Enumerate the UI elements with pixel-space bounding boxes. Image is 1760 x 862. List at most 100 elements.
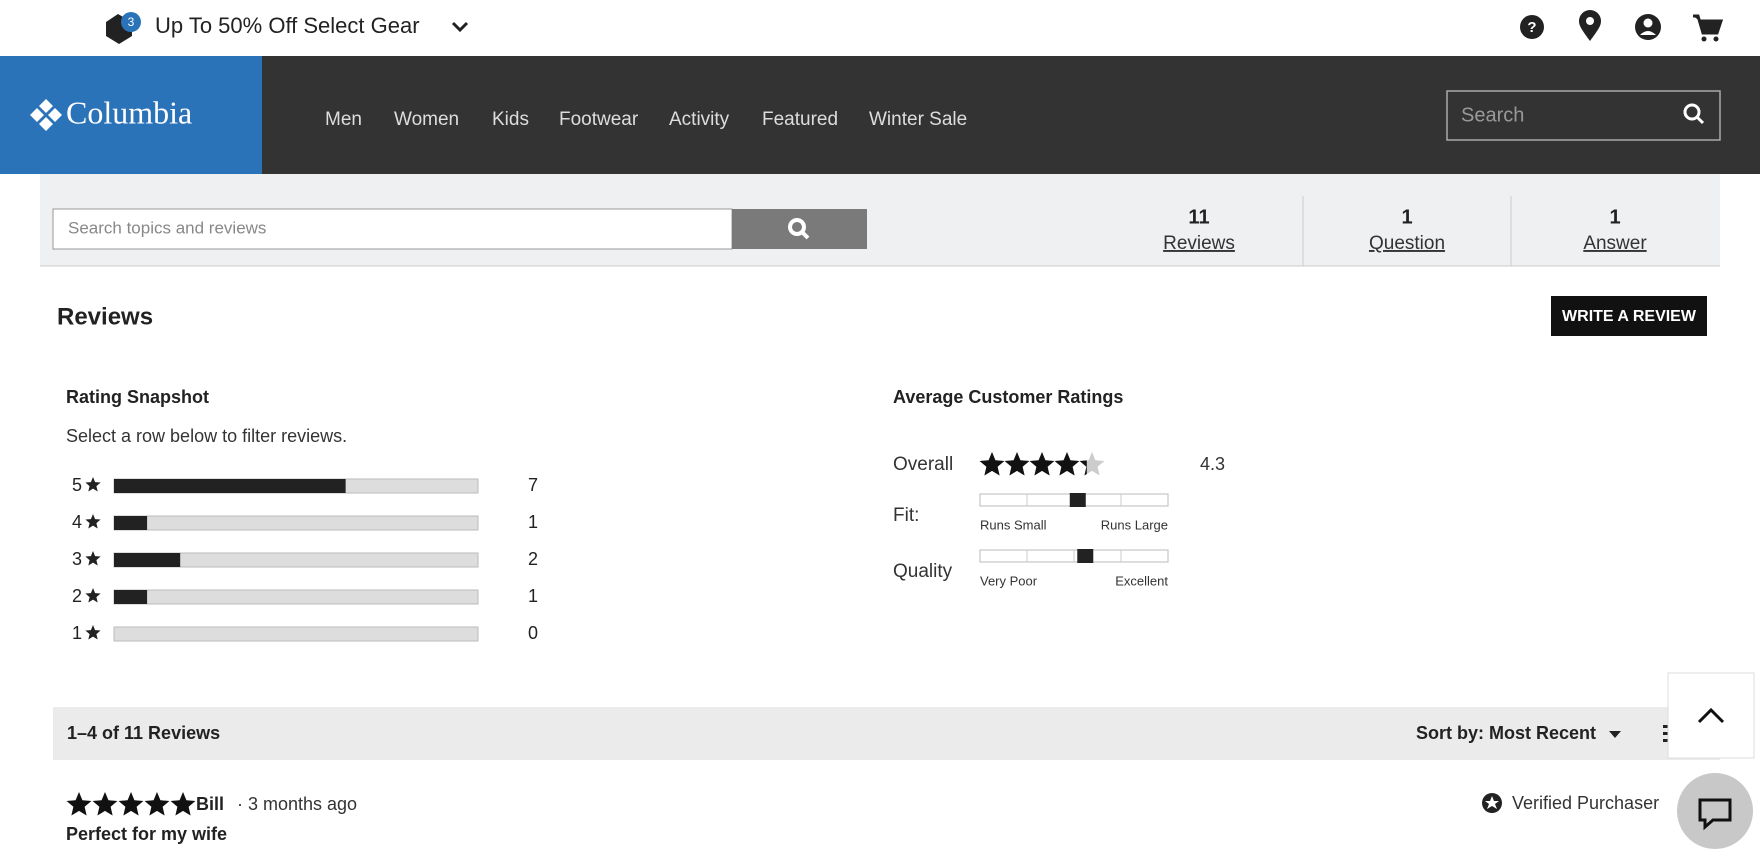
nav-links: Men Women Kids Footwear Activity Featured Wint…	[325, 109, 967, 130]
star	[1004, 452, 1030, 476]
star	[118, 792, 144, 816]
slider-marker	[1077, 549, 1094, 563]
bar-track	[113, 589, 479, 605]
star-label: 5	[72, 475, 82, 495]
nav-link[interactable]: Activity	[669, 109, 730, 130]
snapshot-title: Rating Snapshot	[66, 387, 209, 407]
reviews-title: Reviews	[57, 303, 153, 330]
star-label: 3	[72, 549, 82, 569]
bar-count: 1	[528, 586, 538, 606]
stat-link[interactable]: Question	[1369, 233, 1445, 254]
nav-link[interactable]: Winter Sale	[869, 109, 967, 130]
brand[interactable]: Columbia	[66, 94, 192, 130]
list-bar	[53, 707, 1720, 760]
location-icon[interactable]	[1579, 10, 1601, 41]
star	[92, 792, 118, 816]
stat-count: 11	[1188, 206, 1209, 228]
slider-low: Runs Small	[980, 517, 1047, 532]
promo-badge: 3	[128, 15, 135, 29]
sort-label[interactable]: Sort by: Most Recent	[1416, 723, 1596, 743]
star	[170, 792, 196, 816]
star-label: 2	[72, 586, 82, 606]
account-icon[interactable]	[1635, 14, 1661, 40]
help-icon[interactable]: ?	[1520, 15, 1544, 39]
stats: 11 Reviews 1 Question 1 Answer	[1163, 206, 1647, 254]
review-search-button[interactable]	[732, 209, 867, 249]
slider-label: Fit:	[893, 505, 919, 526]
snapshot-rows: 5 74 13 22 11 0	[72, 475, 538, 643]
star-icon	[85, 514, 101, 529]
bar-count: 0	[528, 623, 538, 643]
review-search-icon	[788, 218, 810, 240]
bar	[114, 479, 346, 493]
stat-count: 1	[1401, 206, 1412, 228]
nav-link[interactable]: Featured	[762, 109, 838, 130]
bar	[114, 516, 148, 530]
star-icon	[85, 625, 101, 640]
bar-count: 2	[528, 549, 538, 569]
slider-high: Runs Large	[1101, 517, 1168, 532]
stat-count: 1	[1609, 206, 1620, 228]
nav-link[interactable]: Men	[325, 109, 362, 130]
star-icon	[85, 477, 101, 492]
site-search-placeholder: Search	[1461, 104, 1524, 126]
back-to-top[interactable]	[1667, 672, 1755, 759]
star	[1029, 452, 1055, 476]
sort-caret[interactable]	[1609, 731, 1621, 738]
site-search-icon[interactable]	[1683, 103, 1705, 125]
promo-icon	[106, 12, 141, 44]
snapshot-subtitle: Select a row below to filter reviews.	[66, 426, 347, 446]
review-author[interactable]: Bill	[196, 794, 224, 814]
logo-mark	[30, 99, 62, 131]
star-icon	[85, 551, 101, 566]
star-icon	[85, 588, 101, 603]
slider-marker	[1069, 493, 1086, 507]
averages-title: Average Customer Ratings	[893, 387, 1123, 407]
star	[1054, 452, 1080, 476]
bar-track	[113, 515, 479, 531]
write-review-button[interactable]	[1551, 296, 1707, 336]
nav-link[interactable]: Kids	[492, 109, 529, 130]
promo-chevron[interactable]	[451, 21, 469, 33]
star-label: 4	[72, 512, 82, 532]
star	[144, 792, 170, 816]
star	[1079, 460, 1087, 476]
star	[979, 452, 1005, 476]
stat-link[interactable]: Reviews	[1163, 233, 1235, 254]
svg-text:?: ?	[1527, 19, 1536, 36]
review-age: · 3 months ago	[237, 794, 357, 814]
review-stars	[66, 792, 196, 816]
averages: Fit: Runs Small Runs Large Quality Very Poor…	[893, 452, 1169, 588]
slider-label: Quality	[893, 561, 953, 582]
promo-bar	[0, 0, 1760, 56]
star	[66, 792, 92, 816]
review-search[interactable]	[52, 208, 733, 250]
overall-label: Overall	[893, 454, 953, 475]
range-text: 1–4 of 11 Reviews	[67, 723, 220, 743]
bar	[114, 590, 148, 604]
nav-link[interactable]: Footwear	[559, 109, 639, 130]
slider-low: Very Poor	[980, 573, 1038, 588]
nav-link[interactable]: Women	[394, 109, 459, 130]
verified-label: Verified Purchaser	[1512, 793, 1659, 813]
cart-icon[interactable]	[1693, 14, 1724, 42]
nav-bar	[0, 56, 1760, 174]
site-search[interactable]	[1446, 90, 1721, 141]
bar-track	[113, 626, 479, 642]
back-to-top-icon	[1697, 707, 1725, 724]
bar	[114, 553, 181, 567]
promo-text[interactable]: Up To 50% Off Select Gear	[155, 13, 420, 38]
chat-button[interactable]	[1677, 773, 1753, 849]
bar-count: 1	[528, 512, 538, 532]
overall-value: 4.3	[1200, 454, 1225, 474]
verified-icon	[1482, 793, 1502, 813]
star-label: 1	[72, 623, 82, 643]
stat-link[interactable]: Answer	[1583, 233, 1647, 254]
